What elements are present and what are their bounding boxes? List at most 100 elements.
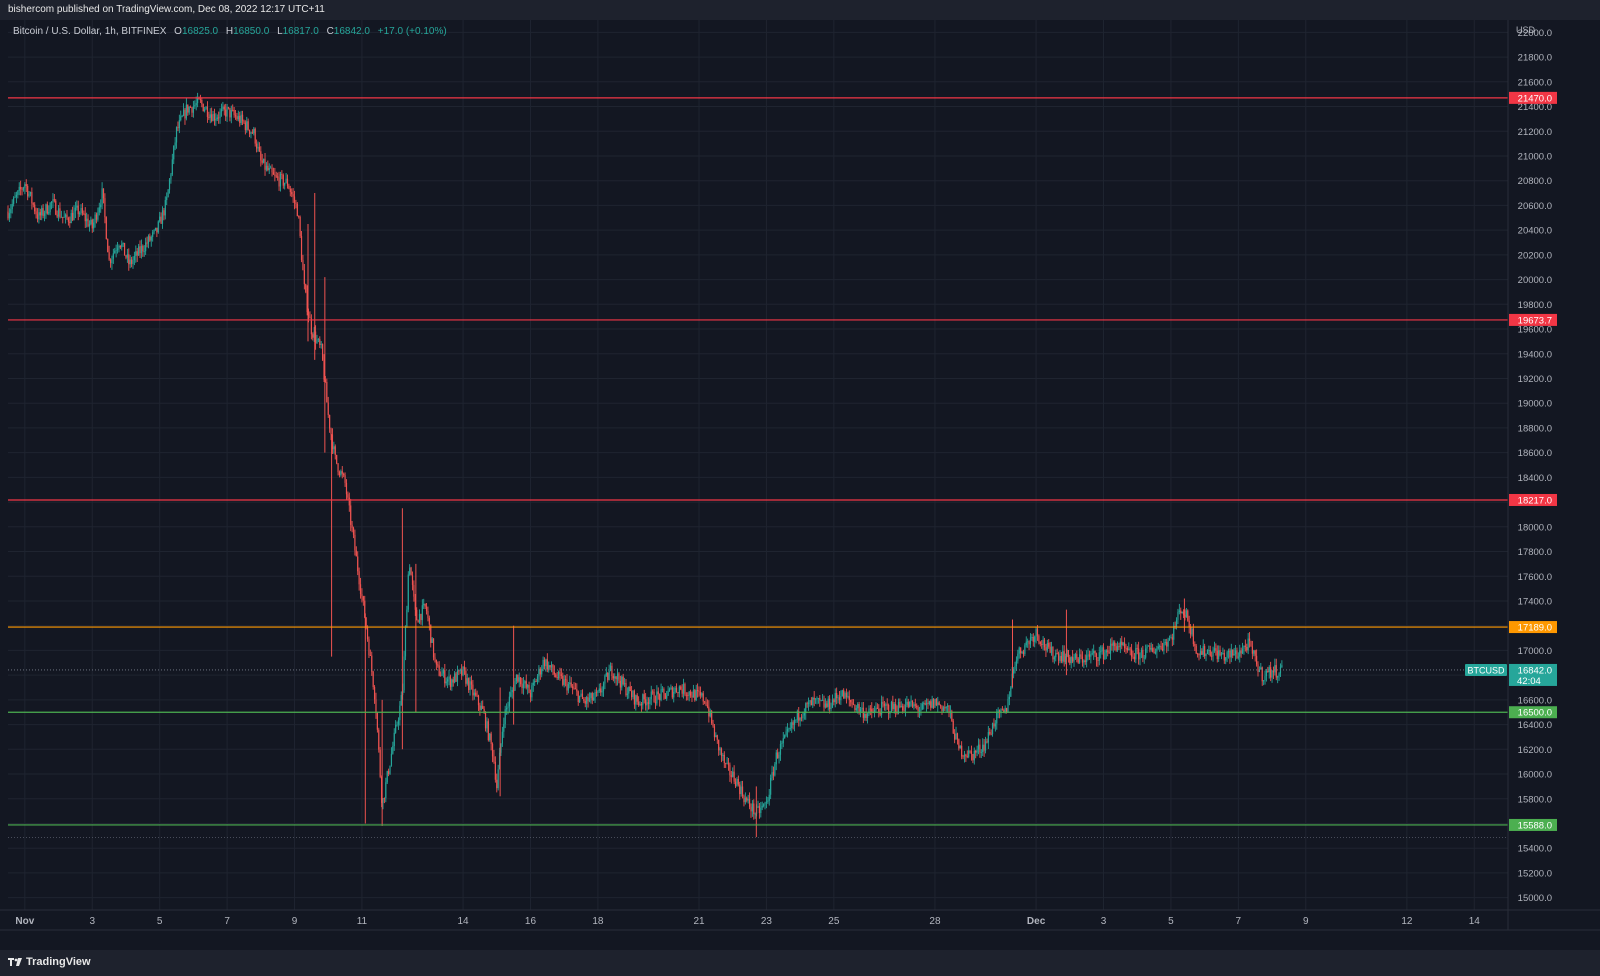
candle-body xyxy=(98,207,100,213)
candle-body xyxy=(417,620,419,623)
candle-body xyxy=(32,203,34,205)
candle-body xyxy=(854,704,856,710)
candle-body xyxy=(1086,655,1088,662)
candle-body xyxy=(1198,653,1200,656)
candle-body xyxy=(239,115,241,123)
candle-body xyxy=(518,677,520,682)
candle-body xyxy=(236,116,238,120)
candle-body xyxy=(399,705,401,721)
candle-body xyxy=(1077,658,1079,663)
candle-body xyxy=(1043,639,1046,648)
candle-body xyxy=(861,707,863,709)
candle-body xyxy=(1091,653,1093,655)
candle-body xyxy=(1031,636,1033,638)
candle-body xyxy=(1024,645,1026,655)
candle-body xyxy=(524,681,526,684)
candle-body xyxy=(22,187,25,190)
candle-body xyxy=(1197,653,1199,655)
candle-body xyxy=(1028,641,1030,645)
candle-body xyxy=(173,145,175,160)
candle-body xyxy=(605,672,607,676)
open-label: O xyxy=(174,26,182,37)
candle-body xyxy=(1000,709,1002,713)
candle-body xyxy=(857,704,859,709)
candle-body xyxy=(626,693,628,696)
candle-body xyxy=(50,201,53,203)
candle-body xyxy=(681,689,683,694)
candle-body xyxy=(316,339,318,343)
candle-body xyxy=(1102,647,1105,659)
candle-body xyxy=(677,692,679,694)
candle-body xyxy=(312,334,314,338)
candle-body xyxy=(38,212,40,220)
candle-body xyxy=(973,750,975,761)
candle-body xyxy=(619,680,621,688)
candle-body xyxy=(1015,660,1018,667)
candle-body xyxy=(744,797,746,803)
candle-body xyxy=(944,707,946,709)
candle-body xyxy=(848,696,850,700)
candle-body xyxy=(500,743,502,753)
candle-body xyxy=(781,743,783,745)
candle-body xyxy=(824,703,827,708)
y-tick-label: 20600.0 xyxy=(1518,201,1552,212)
candle-body xyxy=(793,719,796,725)
candle-body xyxy=(208,116,210,118)
candle-body xyxy=(447,679,449,682)
candle-body xyxy=(668,688,671,691)
y-tick-label: 20200.0 xyxy=(1518,250,1552,261)
candle-body xyxy=(66,214,68,219)
candle-body xyxy=(517,674,519,682)
candle-body xyxy=(170,174,172,180)
candle-body xyxy=(616,673,619,680)
candle-body xyxy=(10,209,12,214)
candle-body xyxy=(989,732,991,734)
candle-body xyxy=(237,115,239,120)
candle-body xyxy=(890,701,893,713)
candle-body xyxy=(1227,650,1230,653)
candle-body xyxy=(994,723,996,727)
candle-body xyxy=(1192,628,1194,645)
candle-body xyxy=(913,704,915,707)
candle-body xyxy=(767,800,769,802)
candle-body xyxy=(267,165,269,171)
candle-body xyxy=(263,158,265,163)
candle-body xyxy=(945,706,947,709)
level-label: 21470.0 xyxy=(1518,93,1552,104)
candle-body xyxy=(813,697,815,700)
tradingview-logo[interactable]: TradingView xyxy=(8,956,91,968)
candle-body xyxy=(111,258,113,264)
candle-body xyxy=(24,184,26,188)
candle-body xyxy=(904,704,907,711)
candle-body xyxy=(226,107,228,117)
candle-body xyxy=(991,723,994,735)
candle-body xyxy=(483,708,485,713)
candle-body xyxy=(706,705,709,707)
candle-body xyxy=(873,709,876,714)
candle-body xyxy=(1076,654,1078,659)
candle-body xyxy=(1139,652,1141,660)
candle-body xyxy=(697,689,699,692)
candle-body xyxy=(998,710,1001,713)
candle-body xyxy=(334,446,336,455)
candle-body xyxy=(145,242,147,252)
candle-body xyxy=(260,151,262,161)
candle-body xyxy=(1087,654,1089,656)
candle-body xyxy=(1218,650,1220,660)
candle-body xyxy=(1152,648,1154,652)
y-tick-label: 18600.0 xyxy=(1518,448,1552,459)
candle-body xyxy=(1059,655,1061,661)
candle-body xyxy=(785,731,787,736)
candle-body xyxy=(851,702,853,705)
price-chart[interactable]: USD22000.021800.021600.021400.021200.021… xyxy=(0,20,1600,950)
candle-body xyxy=(951,711,953,721)
x-tick-label: 7 xyxy=(224,916,230,927)
candle-body xyxy=(770,777,772,795)
candle-body xyxy=(498,752,501,770)
candle-body xyxy=(1142,649,1144,658)
candle-body xyxy=(611,665,613,676)
candle-body xyxy=(761,805,763,808)
candle-body xyxy=(1121,641,1123,646)
candle-body xyxy=(660,689,662,700)
candle-body xyxy=(293,196,296,203)
